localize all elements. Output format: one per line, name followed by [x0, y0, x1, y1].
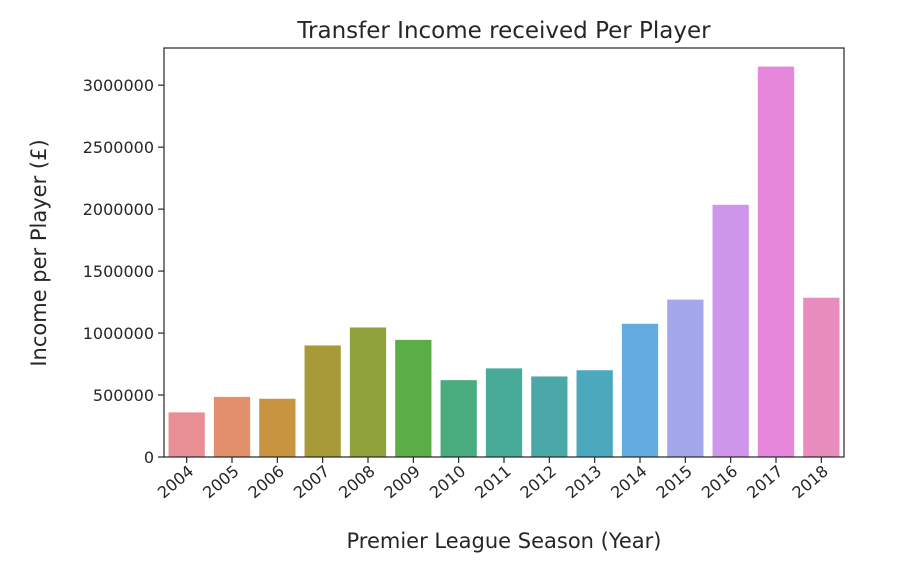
bar-2010 [440, 380, 477, 457]
x-tick-label: 2011 [471, 462, 514, 503]
x-tick-label: 2018 [788, 462, 831, 503]
bar-2008 [349, 327, 387, 457]
y-tick-label: 1000000 [83, 324, 154, 343]
x-tick-label: 2009 [380, 462, 423, 503]
chart-title: Transfer Income received Per Player [296, 18, 711, 44]
x-tick-label: 2015 [652, 462, 695, 503]
bar-2016 [712, 204, 749, 457]
bars-group [168, 66, 840, 457]
y-tick-label: 3000000 [83, 76, 154, 95]
x-tick-label: 2007 [290, 462, 333, 503]
bar-2006 [259, 398, 296, 457]
y-tick-label: 0 [144, 448, 154, 467]
bar-2018 [803, 297, 840, 457]
x-tick-label: 2004 [154, 462, 197, 503]
x-tick-label: 2013 [562, 462, 605, 503]
x-tick-label: 2014 [607, 462, 650, 503]
x-tick-label: 2005 [199, 462, 242, 503]
y-axis: 0 500000 1000000 1500000 2000000 2500000 30000… [83, 76, 164, 467]
bar-2013 [576, 370, 613, 457]
x-tick-label: 2016 [698, 462, 741, 503]
bar-2011 [485, 368, 523, 457]
bar-2015 [667, 299, 704, 457]
y-tick-label: 2500000 [83, 138, 154, 157]
x-axis-label: Premier League Season (Year) [347, 529, 662, 553]
bar-2005 [213, 396, 251, 457]
x-tick-label: 2010 [426, 462, 469, 503]
y-tick-label: 500000 [93, 386, 154, 405]
y-tick-label: 2000000 [83, 200, 154, 219]
bar-2007 [304, 345, 341, 457]
x-tick-label: 2012 [516, 462, 559, 503]
x-tick-label: 2008 [335, 462, 378, 503]
x-tick-label: 2017 [743, 462, 786, 503]
bar-2004 [168, 412, 205, 457]
x-tick-label: 2006 [244, 462, 287, 503]
bar-2017 [757, 66, 795, 457]
y-axis-label: Income per Player (£) [27, 139, 51, 366]
y-tick-label: 1500000 [83, 262, 154, 281]
bar-2009 [395, 339, 432, 457]
x-axis: 2004 2005 2006 2007 2008 2009 2010 2011 2012 2013… [154, 457, 832, 502]
bar-2012 [531, 376, 568, 457]
bar-2014 [621, 323, 659, 457]
